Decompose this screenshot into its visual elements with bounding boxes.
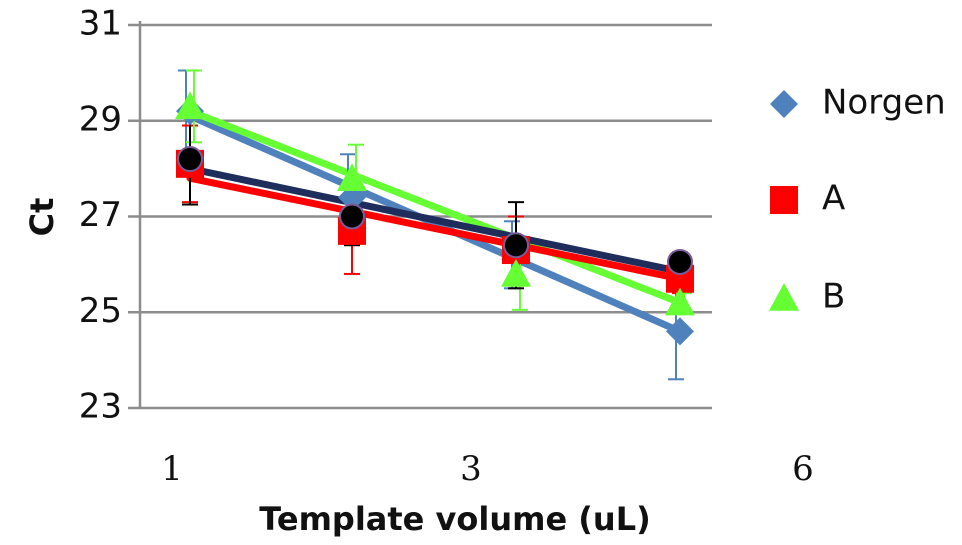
y-tick-label: 25 <box>79 291 122 331</box>
y-tick-label: 29 <box>79 99 122 139</box>
data-point-series-4 <box>177 146 203 173</box>
trendline-a <box>186 174 684 283</box>
data-markers <box>175 91 695 346</box>
x-tick-label: 1 <box>161 449 183 489</box>
data-point-series-4 <box>339 203 365 230</box>
x-axis-title: Template volume (uL) <box>259 500 650 538</box>
data-point-series-4 <box>503 232 529 259</box>
data-point-b <box>501 258 531 287</box>
trend-lines <box>186 107 684 335</box>
y-tick-label: 27 <box>79 195 122 235</box>
legend-marker-norgen <box>770 90 798 118</box>
legend-label-a: A <box>822 179 845 219</box>
data-point-b <box>175 91 205 120</box>
trendline-series-4 <box>186 165 684 276</box>
legend-label-b: B <box>822 277 845 317</box>
legend-label-norgen: Norgen <box>822 83 946 123</box>
y-tick-label: 31 <box>79 4 122 44</box>
legend-marker-a <box>770 186 798 214</box>
trendline-norgen <box>186 112 684 335</box>
data-point-series-4 <box>667 248 693 275</box>
y-tick-label: 23 <box>79 387 122 427</box>
legend: Norgen A B <box>769 83 946 317</box>
grid-lines <box>140 23 712 314</box>
y-axis-title: Ct <box>23 198 61 237</box>
data-point-b <box>665 287 695 316</box>
axes: 23 25 27 29 31 1 3 6 <box>79 4 814 490</box>
data-point-norgen <box>666 317 694 346</box>
x-tick-label: 6 <box>792 449 814 489</box>
trendline-b <box>186 107 684 307</box>
x-tick-label: 3 <box>460 449 482 489</box>
legend-marker-b <box>769 283 799 311</box>
data-point-b <box>337 163 367 191</box>
